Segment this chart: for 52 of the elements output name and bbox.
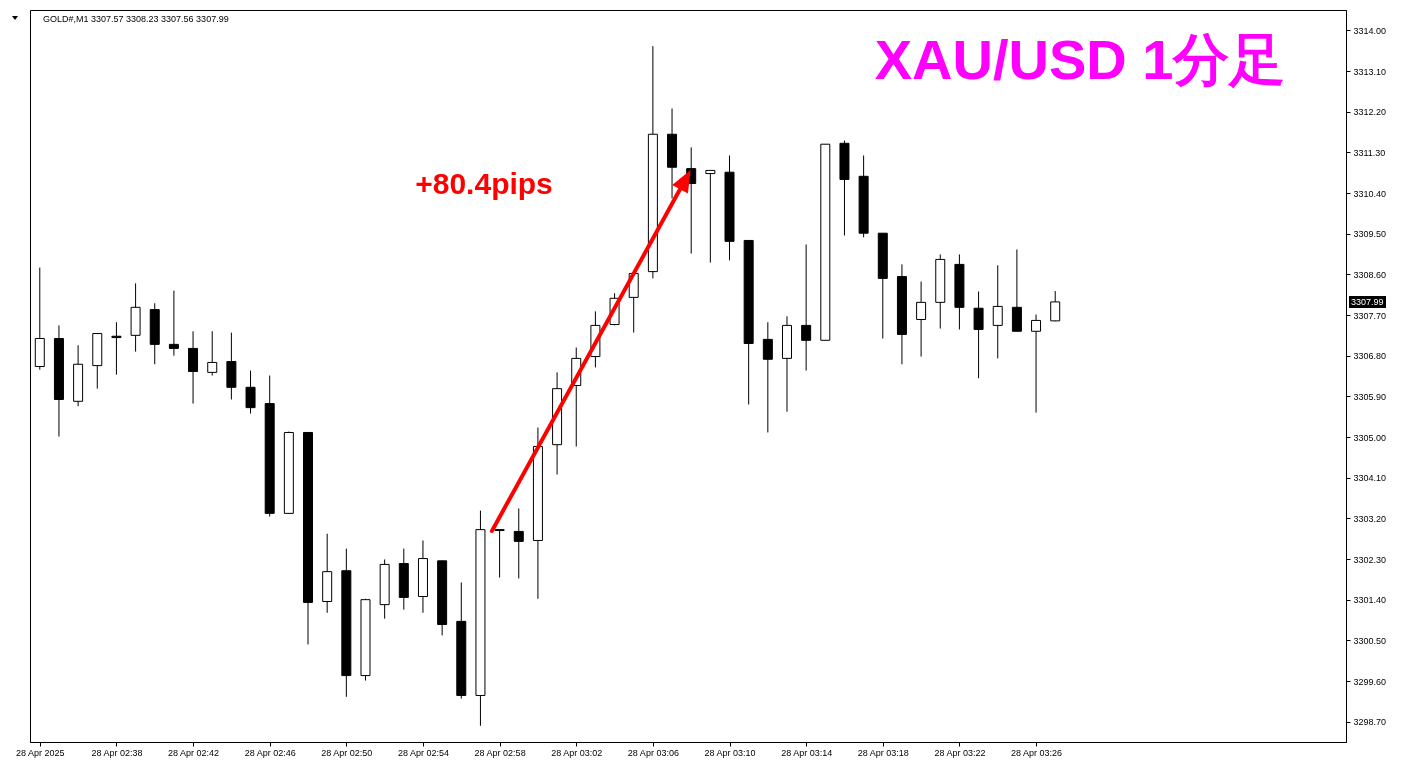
candlestick: [494, 529, 505, 579]
candlestick: [168, 290, 179, 357]
x-tick-label: 28 Apr 02:42: [168, 747, 220, 758]
y-tick-label: 3310.40: [1353, 188, 1387, 199]
x-tick-label: 28 Apr 03:10: [704, 747, 756, 758]
chart-subtitle: GOLD#,M1 3307.57 3308.23 3307.56 3307.99: [43, 14, 229, 24]
y-tick-label: 3305.00: [1353, 432, 1387, 443]
annotation: +80.4pips: [415, 167, 553, 200]
y-tick-label: 3303.20: [1353, 513, 1387, 524]
candlestick: [1050, 290, 1061, 322]
y-tick-label: 3304.10: [1353, 473, 1387, 484]
candlestick: [762, 321, 773, 433]
x-tick-label: 28 Apr 03:06: [627, 747, 679, 758]
y-tick-label: 3299.60: [1353, 676, 1387, 687]
y-tick-label: 3311.30: [1353, 147, 1386, 158]
candlestick: [801, 244, 812, 372]
x-tick-label: 28 Apr 02:54: [397, 747, 449, 758]
candlestick: [973, 291, 984, 379]
candlestick: [111, 321, 122, 376]
x-tick-label: 28 Apr 02:50: [321, 747, 373, 758]
x-tick-label: 28 Apr 03:02: [551, 747, 603, 758]
x-tick-label: 28 Apr 02:46: [244, 747, 296, 758]
y-tick-label: 3309.50: [1353, 229, 1387, 240]
y-tick-label: 3314.00: [1353, 25, 1387, 36]
text: 3307.99: [1349, 295, 1386, 308]
x-tick-label: 28 Apr 2025: [16, 747, 65, 758]
candlestick: [513, 507, 524, 579]
candlestick: [992, 264, 1003, 359]
candlestick: [916, 281, 927, 358]
x-tick-label: 28 Apr 03:26: [1011, 747, 1063, 758]
chart-title: XAU/USD 1分足: [874, 28, 1286, 91]
candlestick: [1031, 314, 1042, 414]
y-tick-label: 3302.30: [1353, 554, 1387, 565]
y-tick-label: 3308.60: [1353, 269, 1387, 280]
y-tick-label: 3298.70: [1353, 717, 1387, 728]
candlestick: [188, 330, 199, 405]
candlestick: [705, 169, 716, 264]
candlestick: [245, 370, 256, 414]
x-tick-label: 28 Apr 02:38: [91, 747, 143, 758]
y-tick-label: 3313.10: [1353, 66, 1387, 77]
candlestick: [1011, 248, 1022, 332]
y-tick-label: 3307.70: [1353, 310, 1387, 321]
candlestick: [207, 330, 218, 377]
x-tick-label: 28 Apr 03:14: [781, 747, 833, 758]
y-tick-label: 3306.80: [1353, 351, 1387, 362]
y-tick-label: 3312.20: [1353, 107, 1387, 118]
y-tick-label: 3300.50: [1353, 635, 1387, 646]
y-tick-label: 3301.40: [1353, 595, 1387, 606]
x-tick-label: 28 Apr 02:58: [474, 747, 526, 758]
y-tick-label: 3305.90: [1353, 391, 1387, 402]
x-tick-label: 28 Apr 03:22: [934, 747, 986, 758]
x-tick-label: 28 Apr 03:18: [857, 747, 909, 758]
